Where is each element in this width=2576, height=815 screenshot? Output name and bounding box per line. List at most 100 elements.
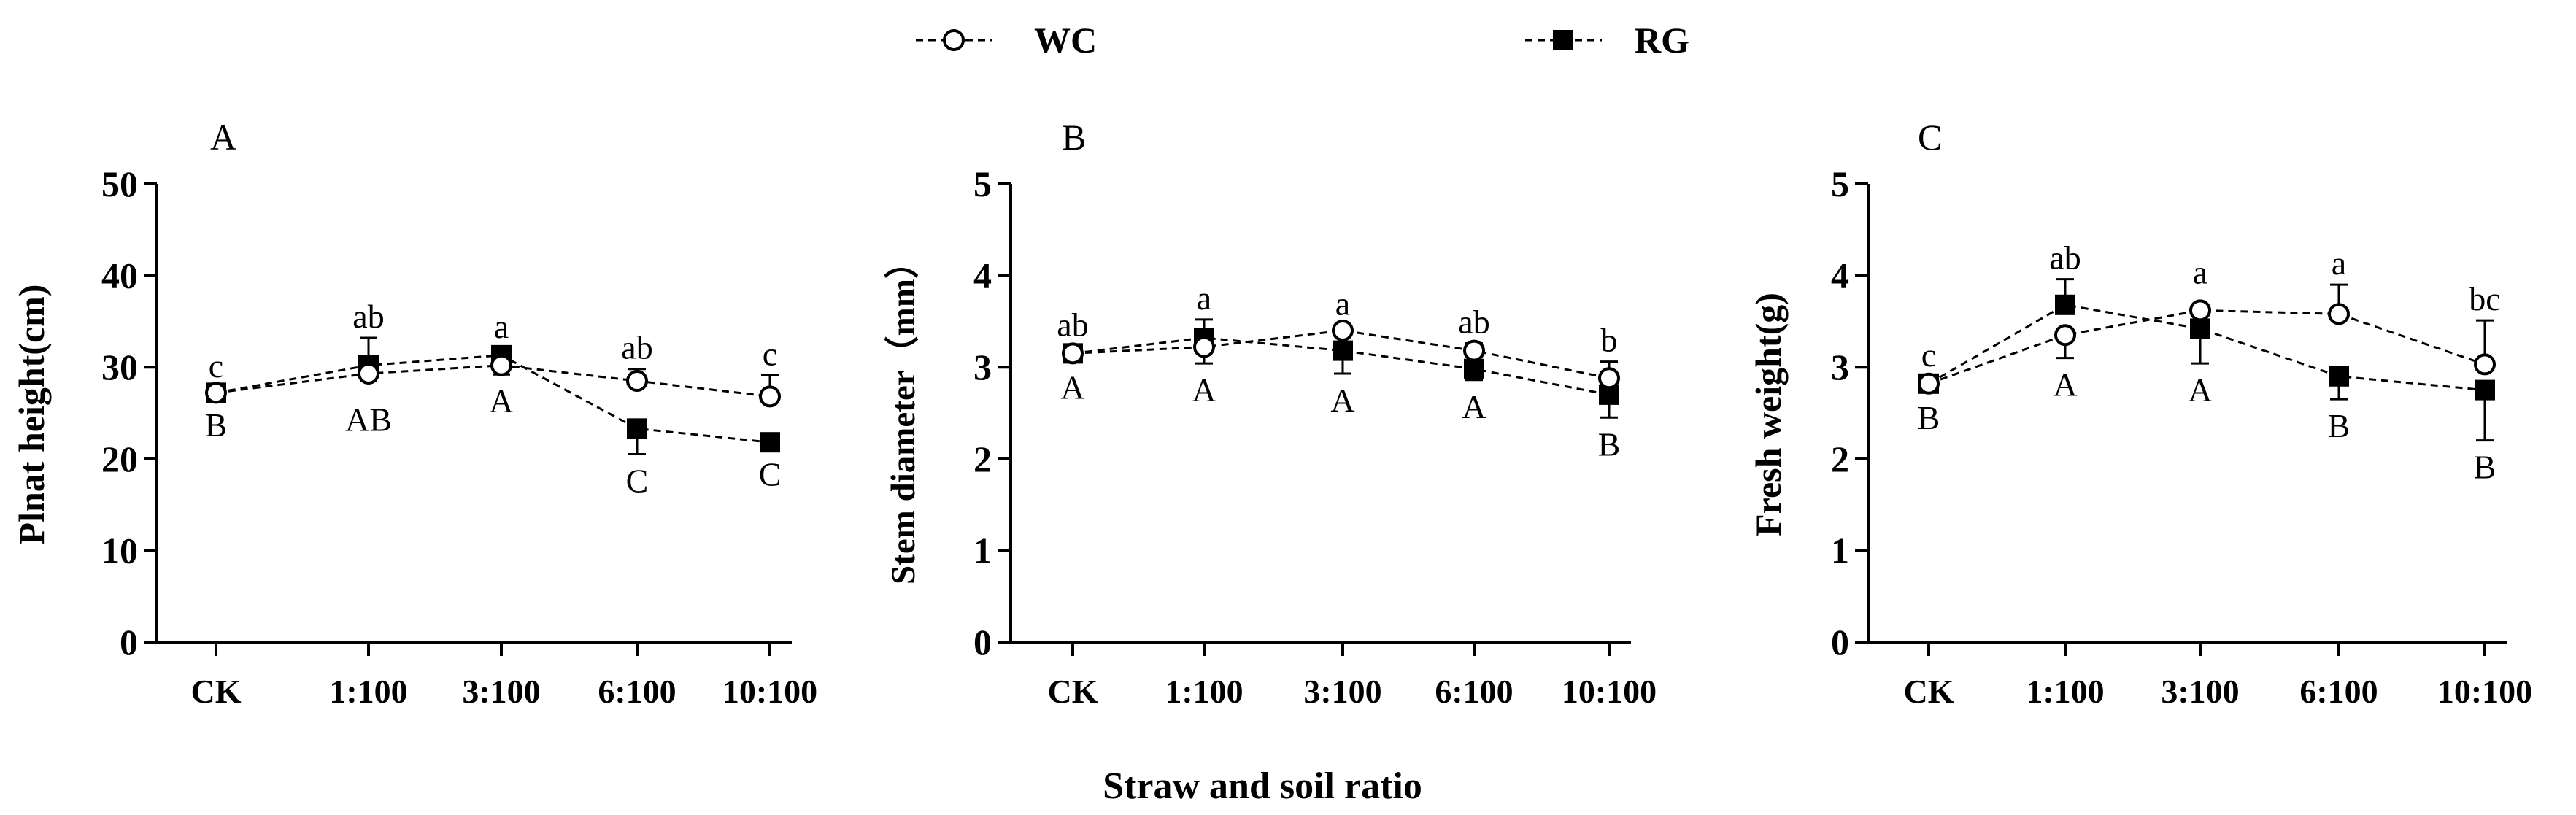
- wc-point: [205, 382, 227, 404]
- y-axis-title: Plnat height(cm): [11, 285, 52, 545]
- rg-point: [2190, 318, 2210, 339]
- wc-point: [1918, 372, 1940, 395]
- x-tick-label: 10:100: [2437, 673, 2532, 710]
- significance-label-rg: B: [1918, 399, 1940, 436]
- y-tick-label: 10: [101, 530, 138, 571]
- x-tick-label: 10:100: [722, 673, 817, 710]
- wc-point: [2189, 299, 2211, 322]
- series-line-wc: [1072, 329, 1610, 379]
- rg-point: [2055, 294, 2075, 315]
- x-tick-label: 6:100: [598, 673, 676, 710]
- x-tick-label: 3:100: [2161, 673, 2239, 710]
- significance-label-rg: A: [489, 382, 513, 420]
- x-tick-label: 10:100: [1562, 673, 1657, 710]
- significance-label-wc: ab: [1458, 304, 1489, 341]
- significance-label-wc: a: [2332, 244, 2346, 282]
- x-tick-label: 1:100: [2026, 673, 2104, 710]
- significance-label-wc: a: [2193, 254, 2207, 291]
- wc-point: [2474, 353, 2496, 376]
- significance-label-wc: ab: [2049, 239, 2081, 277]
- rg-point: [1333, 340, 1353, 361]
- panel-label: C: [1918, 117, 1942, 158]
- wc-point: [1463, 339, 1485, 362]
- significance-label-wc: ab: [621, 329, 652, 366]
- y-tick-label: 50: [101, 163, 138, 204]
- open-circle-icon: [943, 29, 965, 51]
- series-line-rg: [1072, 336, 1610, 396]
- panel-b: B Stem diameter（mm） 0 1 2 3 4 5 CK 1:100 3:100 6:…: [884, 117, 1657, 710]
- panel-label: A: [210, 117, 236, 158]
- wc-point: [2328, 303, 2350, 325]
- significance-label-wc: ab: [352, 298, 384, 335]
- y-tick-label: 3: [1831, 347, 1849, 387]
- significance-label-rg: A: [2188, 371, 2212, 409]
- x-tick-label: 3:100: [462, 673, 540, 710]
- rg-point: [2475, 379, 2495, 401]
- significance-label-wc: bc: [2469, 280, 2500, 317]
- rg-point: [627, 418, 647, 439]
- y-tick-label: 0: [973, 622, 992, 663]
- legend-item-wc: WC: [916, 20, 1097, 61]
- significance-label-wc: a: [1335, 285, 1350, 322]
- wc-point: [759, 385, 781, 408]
- significance-label-rg: B: [1598, 425, 1621, 463]
- y-tick-label: 4: [1831, 255, 1849, 296]
- rg-point: [2329, 366, 2349, 387]
- y-tick-label: 4: [973, 255, 992, 296]
- y-tick-label: 0: [1831, 622, 1849, 663]
- significance-label-wc: c: [209, 347, 223, 385]
- rg-point: [1464, 358, 1484, 379]
- y-tick-label: 3: [973, 347, 992, 387]
- legend-label-wc: WC: [1034, 20, 1097, 61]
- significance-label-rg: B: [2474, 449, 2496, 486]
- y-tick-label: 2: [973, 439, 992, 479]
- significance-label-rg: A: [1462, 388, 1486, 425]
- significance-label-wc: c: [1921, 336, 1936, 374]
- significance-label-rg: A: [1330, 382, 1354, 419]
- wc-point: [1062, 342, 1084, 365]
- x-tick-label: CK: [1048, 673, 1098, 710]
- significance-label-wc: a: [1197, 279, 1211, 317]
- wc-point: [2054, 324, 2076, 347]
- significance-label-rg: C: [759, 456, 782, 493]
- significance-label-wc: b: [1601, 322, 1618, 359]
- y-tick-label: 2: [1831, 439, 1849, 479]
- x-tick-label: CK: [191, 673, 242, 710]
- y-axis-title: Stem diameter（mm）: [884, 244, 922, 584]
- y-tick-label: 30: [101, 347, 138, 387]
- y-tick-label: 1: [1831, 530, 1849, 571]
- significance-label-rg: C: [626, 463, 649, 500]
- significance-label-rg: B: [205, 406, 228, 444]
- significance-label-rg: A: [2053, 366, 2077, 403]
- y-tick-label: 40: [101, 255, 138, 296]
- legend: WC RG: [916, 20, 1689, 61]
- significance-label-wc: a: [494, 308, 509, 345]
- series-line-rg: [1928, 304, 2486, 392]
- wc-point: [1193, 336, 1215, 358]
- significance-label-rg: A: [1060, 368, 1084, 406]
- panel-a: A Plnat height(cm) 0 10 20 30 40 50 CK 1:100 3:1…: [11, 117, 817, 710]
- y-tick-label: 5: [1831, 163, 1849, 204]
- panel-label: B: [1062, 117, 1086, 158]
- x-tick-label: CK: [1904, 673, 1954, 710]
- significance-label-wc: ab: [1057, 306, 1088, 343]
- significance-label-rg: A: [1192, 371, 1216, 409]
- y-tick-label: 1: [973, 530, 992, 571]
- wc-point: [358, 362, 379, 385]
- significance-label-rg: B: [2328, 407, 2351, 444]
- series-line-wc: [1928, 309, 2486, 385]
- x-axis-title: Straw and soil ratio: [1103, 765, 1422, 807]
- x-tick-label: 1:100: [329, 673, 407, 710]
- filled-square-icon: [1553, 30, 1573, 50]
- rg-point: [760, 432, 780, 453]
- x-tick-label: 3:100: [1303, 673, 1381, 710]
- legend-item-rg: RG: [1525, 20, 1689, 61]
- x-tick-label: 6:100: [2299, 673, 2378, 710]
- significance-label-wc: c: [763, 336, 777, 373]
- legend-label-rg: RG: [1635, 20, 1689, 61]
- x-tick-label: 6:100: [1435, 673, 1513, 710]
- y-tick-label: 0: [120, 622, 138, 663]
- wc-point: [626, 370, 648, 393]
- wc-point: [1332, 319, 1354, 341]
- wc-point: [1598, 367, 1620, 390]
